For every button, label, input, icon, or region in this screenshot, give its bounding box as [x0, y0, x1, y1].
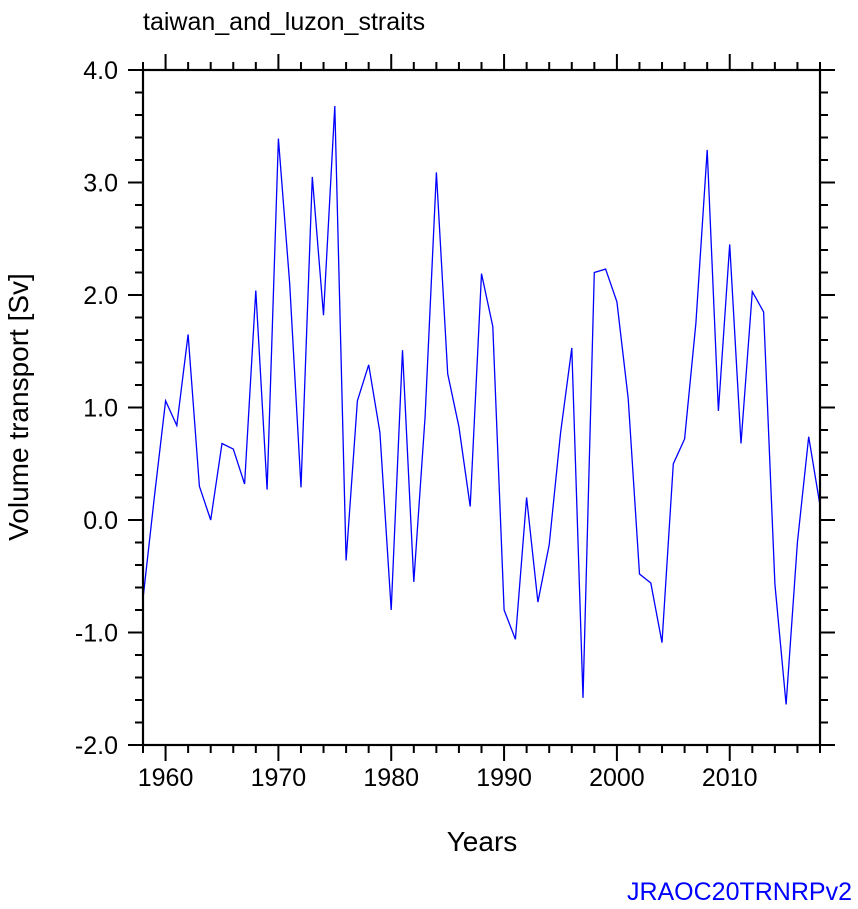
y-tick-label: 0.0 — [83, 507, 118, 535]
plot-frame — [141, 68, 822, 747]
x-axis-label: Years — [447, 826, 518, 857]
axis-ticks — [128, 54, 835, 761]
x-tick-label: 2010 — [702, 764, 758, 792]
chart-title: taiwan_and_luzon_straits — [143, 8, 425, 36]
x-tick-label: 1980 — [363, 764, 419, 792]
y-tick-label: 1.0 — [83, 395, 118, 423]
y-axis-label: Volume transport [Sv] — [3, 273, 34, 541]
x-tick-label: 1960 — [138, 764, 194, 792]
x-tick-label: 2000 — [589, 764, 645, 792]
x-tick-label: 1970 — [251, 764, 307, 792]
y-tick-label: 3.0 — [83, 170, 118, 198]
series-line — [142, 105, 821, 705]
y-tick-label: 4.0 — [83, 57, 118, 85]
model-name-label: JRAOC20TRNRPv2 — [627, 878, 852, 906]
tick-labels: 1960 1970 1980 1990 2000 2010 -2.0 -1.0 0.0 1.0 2.… — [75, 57, 758, 792]
y-tick-label: -1.0 — [75, 620, 118, 648]
y-tick-label: 2.0 — [83, 282, 118, 310]
y-tick-label: -2.0 — [75, 732, 118, 760]
x-tick-label: 1990 — [476, 764, 532, 792]
